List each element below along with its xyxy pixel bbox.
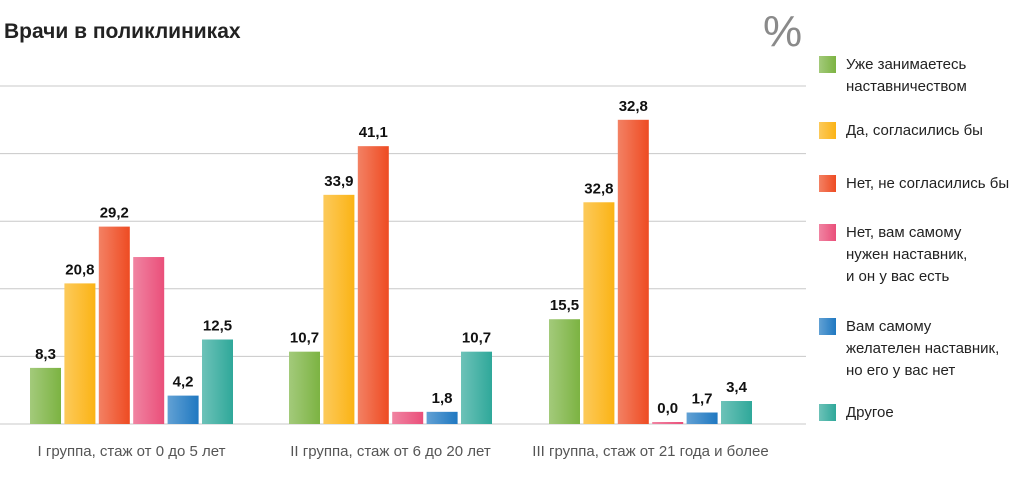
value-label: 33,9 (324, 173, 353, 190)
legend-label: Уже занимаетесь (846, 56, 967, 73)
bar (133, 257, 165, 424)
bar (357, 146, 389, 424)
category-label: III группа, стаж от 21 года и более (532, 443, 768, 460)
bar (461, 351, 492, 424)
legend-label: и он у вас есть (846, 268, 950, 285)
legend-label: Вам самому (846, 318, 932, 335)
value-label: 1,8 (432, 390, 453, 407)
legend-swatch (819, 122, 836, 139)
bar (426, 411, 458, 424)
value-label: 41,1 (359, 124, 388, 141)
category-label: II группа, стаж от 6 до 20 лет (290, 443, 491, 460)
legend-label: Нет, не согласились бы (846, 175, 1009, 192)
bar (392, 411, 424, 424)
bars (30, 119, 752, 425)
bar (167, 395, 199, 424)
value-label: 8,3 (35, 346, 56, 363)
category-labels: I группа, стаж от 0 до 5 лет II группа, с… (38, 443, 769, 460)
value-label: 32,8 (619, 98, 648, 115)
bar (583, 202, 615, 424)
legend-label: Другое (846, 404, 894, 421)
legend-swatch (819, 224, 836, 241)
value-label: 20,8 (65, 261, 94, 278)
legend-label: нужен наставник, (846, 246, 967, 263)
value-label: 10,7 (290, 330, 319, 347)
bar (289, 351, 320, 424)
value-label: 12,5 (203, 318, 232, 335)
legend: Уже занимаетесь наставничеством Да, соглас… (819, 56, 1009, 421)
value-label: 0,0 (657, 400, 678, 417)
unit-label: % (763, 7, 802, 56)
legend-label: Да, согласились бы (846, 122, 983, 139)
category-label: I группа, стаж от 0 до 5 лет (38, 443, 226, 460)
legend-swatch (819, 318, 836, 335)
bar (64, 283, 96, 424)
value-label: 32,8 (584, 180, 613, 197)
value-label: 15,5 (550, 297, 579, 314)
legend-swatch (819, 175, 836, 192)
bar (721, 401, 752, 424)
bar (323, 194, 355, 424)
chart-title: Врачи в поликлиниках (4, 20, 241, 43)
legend-label: желателен наставник, (846, 340, 999, 357)
bar (98, 226, 130, 424)
value-labels: 8,3 20,8 29,2 4,2 12,5 10,7 33,9 41,1 1,8 10,7 15,… (35, 98, 748, 417)
bar (202, 339, 233, 424)
value-label: 10,7 (462, 330, 491, 347)
value-label: 3,4 (726, 379, 748, 396)
legend-label: но его у вас нет (846, 362, 955, 379)
bar (30, 367, 61, 424)
bar (652, 422, 684, 424)
value-label: 29,2 (100, 205, 129, 222)
legend-swatch (819, 404, 836, 421)
bar (549, 319, 580, 424)
bar (617, 119, 649, 425)
bar (686, 412, 718, 424)
legend-label: наставничеством (846, 78, 967, 95)
legend-swatch (819, 56, 836, 73)
value-label: 4,2 (173, 374, 194, 391)
legend-label: Нет, вам самому (846, 224, 962, 241)
value-label: 1,7 (692, 391, 713, 408)
